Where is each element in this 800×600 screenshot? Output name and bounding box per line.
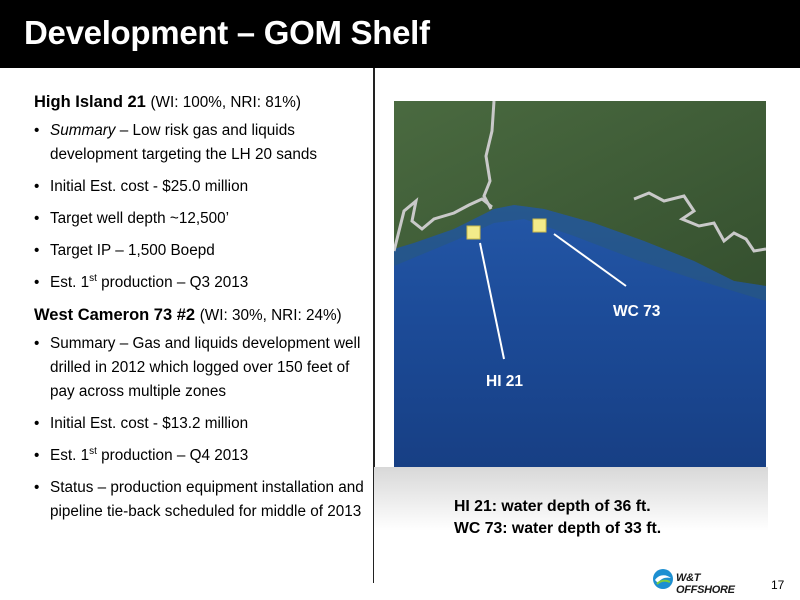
state-border	[482, 101, 496, 210]
wc73-map-label: WC 73	[613, 303, 661, 320]
title-bar: Development – GOM Shelf	[0, 0, 800, 68]
wc73-pointer	[553, 233, 627, 287]
page-number: 17	[771, 578, 785, 592]
wc73-prod-post: production – Q4 2013	[96, 447, 249, 464]
map-graphic	[394, 101, 766, 467]
gulf-map: WC 73 HI 21	[394, 101, 766, 467]
wc73-cost: Initial Est. cost - $13.2 million	[34, 412, 364, 436]
wc73-interest: (WI: 30%, NRI: 24%)	[199, 307, 342, 324]
hi21-pointer	[479, 242, 505, 360]
water-depth-caption: HI 21: water depth of 36 ft. WC 73: wate…	[374, 467, 768, 583]
hi21-heading: High Island 21 (WI: 100%, NRI: 81%)	[34, 90, 364, 115]
column-divider	[373, 68, 375, 583]
hi21-marker	[466, 225, 481, 240]
hi21-production: Est. 1st production – Q3 2013	[34, 271, 364, 295]
hi21-name: High Island 21	[34, 93, 146, 111]
coastline-border	[394, 191, 766, 253]
wc73-production: Est. 1st production – Q4 2013	[34, 444, 364, 468]
hi21-summary-text: – Low risk gas and liquids development t…	[50, 122, 318, 163]
page-title: Development – GOM Shelf	[24, 14, 430, 51]
wc73-prod-pre: Est. 1	[50, 447, 90, 464]
wave-logo-icon	[653, 569, 673, 589]
wc73-marker	[532, 218, 547, 233]
wc73-summary: Summary – Gas and liquids development we…	[34, 332, 364, 404]
hi21-summary: Summary – Low risk gas and liquids devel…	[34, 119, 364, 167]
caption-line-wc73: WC 73: water depth of 33 ft.	[454, 520, 662, 537]
hi21-prod-pre: Est. 1	[50, 274, 90, 291]
hi21-map-label: HI 21	[486, 373, 524, 390]
left-column: High Island 21 (WI: 100%, NRI: 81%) Summ…	[34, 90, 364, 532]
wc73-prod-sup: st	[89, 445, 97, 457]
shallow-shelf	[394, 205, 766, 301]
hi21-ip: Target IP – 1,500 Boepd	[34, 239, 364, 263]
hi21-interest: (WI: 100%, NRI: 81%)	[150, 94, 301, 111]
hi21-summary-label: Summary	[50, 122, 116, 139]
hi21-depth: Target well depth ~12,500’	[34, 207, 364, 231]
wc73-status: Status – production equipment installati…	[34, 476, 364, 524]
hi21-prod-sup: st	[89, 272, 97, 284]
wc73-heading: West Cameron 73 #2 (WI: 30%, NRI: 24%)	[34, 303, 364, 328]
company-logo: W&T OFFSHORE	[652, 566, 760, 596]
logo-text: W&T OFFSHORE	[676, 572, 735, 596]
hi21-cost: Initial Est. cost - $25.0 million	[34, 175, 364, 199]
wc73-name: West Cameron 73 #2	[34, 306, 196, 324]
caption-line-hi21: HI 21: water depth of 36 ft.	[454, 498, 651, 515]
hi21-prod-post: production – Q3 2013	[96, 274, 249, 291]
